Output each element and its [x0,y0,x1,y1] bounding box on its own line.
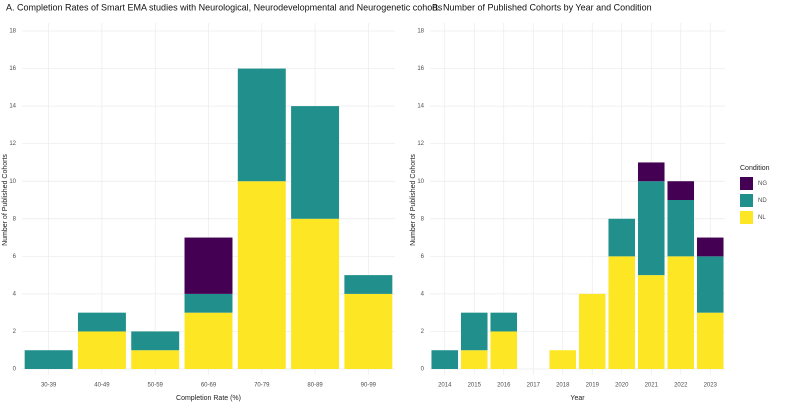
y-tick-label: 6 [421,254,425,260]
y-tick-label: 2 [13,329,17,335]
y-tick-label: 4 [13,291,17,297]
legend-title: Condition [740,165,770,172]
x-tick-label: 2014 [438,383,452,389]
bar-segment [77,312,126,332]
bar-segment [637,275,665,369]
bar-segment [131,331,180,351]
bar-segment [696,237,724,257]
x-tick-label: 2023 [704,383,718,389]
x-tick-label: 2019 [586,383,600,389]
x-tick-label: 2015 [468,383,482,389]
legend-label: ND [758,198,767,204]
bar-segment [696,256,724,313]
bar-segment [131,350,180,369]
y-tick-label: 4 [421,291,425,297]
bar-segment [237,68,286,182]
x-tick-label: 50-59 [148,383,164,389]
y-axis-title: Number of Published Cohorts [410,154,417,246]
x-tick-label: 2017 [527,383,541,389]
legend-swatch [740,211,753,224]
y-tick-label: 16 [9,66,16,72]
bar-segment [667,181,695,200]
bar-segment [608,256,636,369]
bar-segment [291,106,340,219]
bar-segment [460,350,488,369]
x-tick-label: 40-49 [94,383,110,389]
bar-segment [344,293,393,369]
legend-swatch [740,177,753,190]
bar-segment [184,312,233,369]
y-tick-label: 6 [13,254,17,260]
bar-segment [637,162,665,182]
bar-segment [549,350,577,369]
bar-segment [77,331,126,369]
bar-segment [291,218,340,369]
x-tick-label: 70-79 [254,383,270,389]
legend-swatch [740,194,753,207]
y-tick-label: 0 [421,367,425,373]
y-tick-label: 12 [9,141,16,147]
chart-title: B. Number of Published Cohorts by Year a… [432,2,652,12]
legend-label: NL [758,215,766,221]
x-tick-label: 2022 [674,383,688,389]
x-tick-label: 90-99 [361,383,377,389]
bar-segment [490,331,518,369]
bar-segment [344,275,393,294]
y-tick-label: 16 [417,66,424,72]
y-tick-label: 14 [9,104,16,110]
x-tick-label: 2018 [556,383,570,389]
y-tick-label: 2 [421,329,425,335]
bar-segment [184,237,233,294]
bar-segment [184,293,233,313]
y-tick-label: 12 [417,141,424,147]
y-tick-label: 18 [417,29,424,35]
bar-segment [460,312,488,351]
y-tick-label: 8 [13,216,17,222]
bar-segment [431,350,459,369]
x-tick-label: 2020 [615,383,629,389]
bar-segment [490,312,518,332]
bar-segment [667,256,695,369]
x-tick-label: 30-39 [41,383,57,389]
bar-segment [24,350,73,369]
bar-segment [237,181,286,369]
x-tick-label: 2016 [497,383,511,389]
y-tick-label: 10 [417,179,424,185]
bar-segment [696,312,724,369]
x-axis-title: Completion Rate (%) [176,395,241,402]
y-tick-label: 0 [13,367,17,373]
y-tick-label: 8 [421,216,425,222]
x-tick-label: 2021 [645,383,659,389]
x-axis-title: Year [570,395,585,402]
y-axis-title: Number of Published Cohorts [2,154,9,246]
bar-segment [578,293,606,369]
x-tick-label: 60-69 [201,383,217,389]
x-tick-label: 80-89 [307,383,323,389]
bar-segment [637,181,665,276]
y-tick-label: 14 [417,104,424,110]
y-tick-label: 10 [9,179,16,185]
legend-label: NG [758,181,767,187]
bar-segment [667,200,695,257]
bar-segment [608,218,636,257]
chart-title: A. Completion Rates of Smart EMA studies… [6,2,443,12]
y-tick-label: 18 [9,29,16,35]
